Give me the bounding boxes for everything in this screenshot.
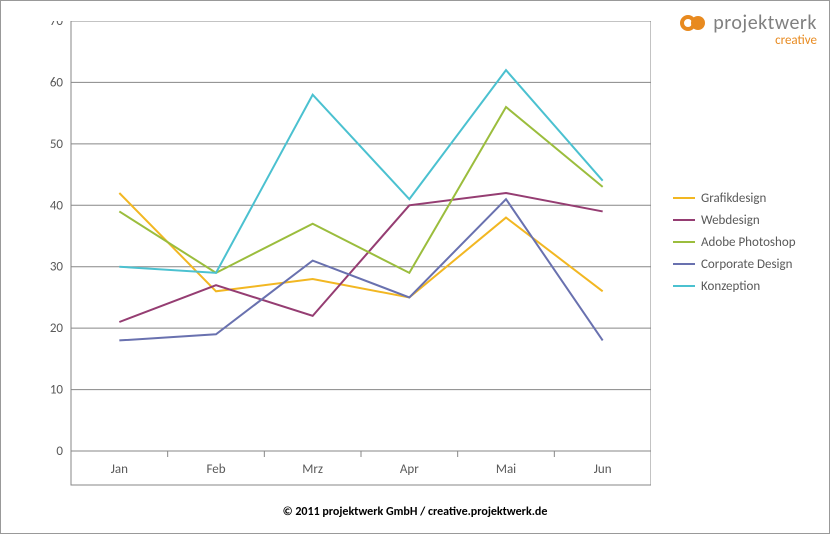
legend-swatch-icon	[673, 219, 695, 221]
copyright-text: © 2011 projektwerk GmbH / creative.proje…	[1, 505, 829, 519]
logo-title: projektwerk	[713, 11, 817, 35]
legend-label: Webdesign	[701, 213, 760, 228]
legend-item: Corporate Design	[673, 253, 796, 275]
xtick-label: Mrz	[302, 462, 323, 477]
ytick-label: 20	[50, 321, 64, 336]
ytick-label: 70	[50, 21, 64, 29]
legend-swatch-icon	[673, 241, 695, 243]
series-corporate-design	[119, 199, 602, 340]
legend-item: Adobe Photoshop	[673, 231, 796, 253]
legend-item: Grafikdesign	[673, 187, 796, 209]
logo: projektwerk creative	[679, 11, 817, 48]
series-adobe-photoshop	[119, 107, 602, 273]
xtick-label: Mai	[496, 462, 516, 477]
series-grafikdesign	[119, 193, 602, 297]
series-konzeption	[119, 70, 602, 273]
xtick-label: Apr	[400, 462, 419, 477]
legend-item: Konzeption	[673, 275, 796, 297]
line-chart: 0 10 20 30 40 50 60 70 Jan Feb Mrz Apr Mai Jun	[35, 21, 651, 525]
legend-item: Webdesign	[673, 209, 796, 231]
xtick-label: Jan	[111, 462, 128, 477]
logo-rings-icon	[679, 14, 707, 32]
ytick-label: 50	[50, 137, 64, 152]
ytick-label: 60	[50, 75, 64, 90]
legend: Grafikdesign Webdesign Adobe Photoshop Corp…	[673, 187, 796, 297]
ytick-label: 40	[50, 198, 64, 213]
ytick-label: 0	[56, 444, 63, 459]
legend-swatch-icon	[673, 285, 695, 287]
logo-top: projektwerk	[679, 11, 817, 35]
legend-swatch-icon	[673, 197, 695, 199]
xtick-label: Jun	[594, 462, 612, 477]
xtick-label: Feb	[206, 462, 225, 477]
legend-label: Grafikdesign	[701, 191, 766, 206]
logo-subtitle: creative	[679, 33, 817, 48]
ytick-label: 10	[50, 383, 64, 398]
page: projektwerk creative 0 10 20 30 40 50 60 70 Jan F…	[0, 0, 830, 534]
legend-label: Konzeption	[701, 279, 760, 294]
legend-label: Adobe Photoshop	[701, 235, 796, 250]
legend-label: Corporate Design	[701, 257, 792, 272]
ytick-label: 30	[50, 260, 64, 275]
legend-swatch-icon	[673, 263, 695, 265]
